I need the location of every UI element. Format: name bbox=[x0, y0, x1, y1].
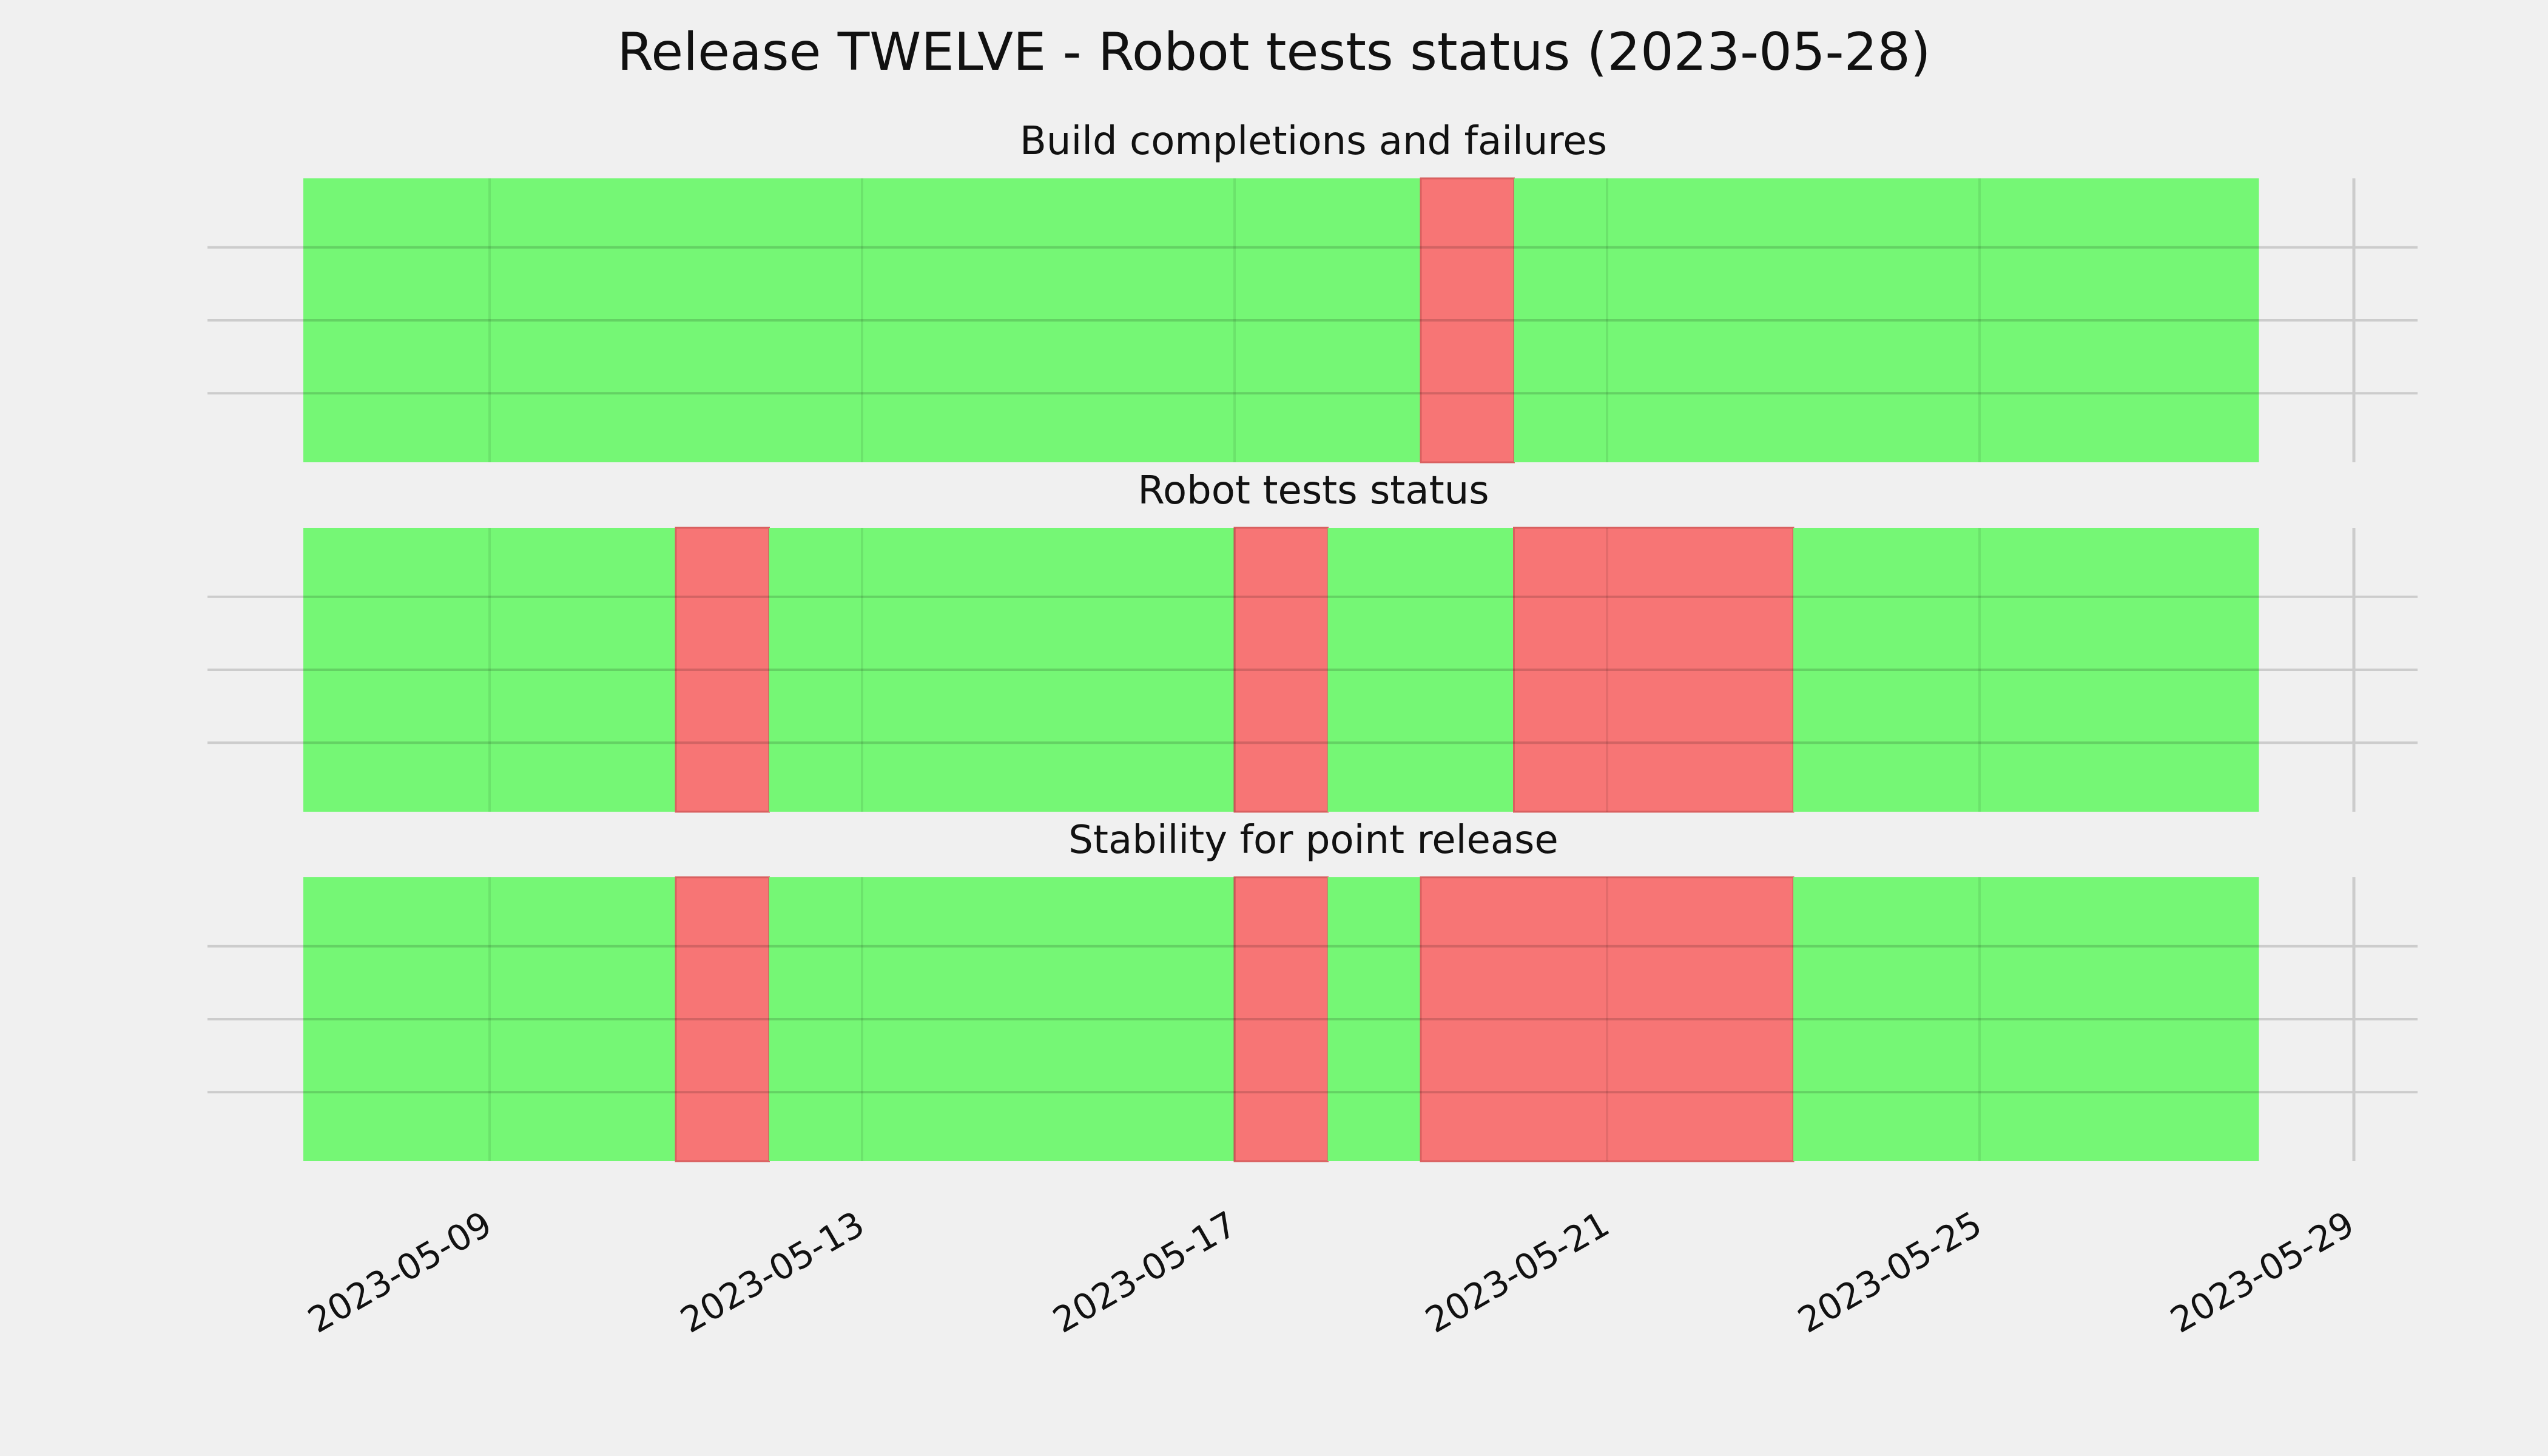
panel-title: Build completions and failures bbox=[1020, 119, 1607, 164]
chart-title: Release TWELVE - Robot tests status (202… bbox=[617, 22, 1930, 83]
segment-pass bbox=[769, 528, 1235, 812]
segment-fail bbox=[1420, 876, 1795, 1162]
segment-pass bbox=[303, 528, 676, 812]
segment-pass bbox=[1514, 178, 2259, 462]
segment-pass bbox=[1327, 877, 1421, 1161]
panels-group: Build completions and failures Robot test… bbox=[207, 119, 2418, 1162]
segment-fail bbox=[675, 527, 770, 813]
panel-title: Robot tests status bbox=[1138, 468, 1489, 513]
segment-fail bbox=[1233, 876, 1329, 1162]
panel-3: Stability for point release bbox=[207, 818, 2418, 1162]
segment-pass bbox=[1793, 528, 2259, 812]
segment-fail bbox=[1233, 527, 1329, 813]
segment-pass bbox=[303, 178, 1421, 462]
segment-pass bbox=[303, 877, 676, 1161]
segment-pass bbox=[1327, 528, 1514, 812]
panel-2: Robot tests status bbox=[207, 468, 2418, 813]
segment-fail bbox=[675, 876, 770, 1162]
panel-1: Build completions and failures bbox=[207, 119, 2418, 463]
panel-title: Stability for point release bbox=[1068, 818, 1559, 863]
segment-fail bbox=[1513, 527, 1795, 813]
segment-pass bbox=[1793, 877, 2259, 1161]
segment-pass bbox=[769, 877, 1235, 1161]
